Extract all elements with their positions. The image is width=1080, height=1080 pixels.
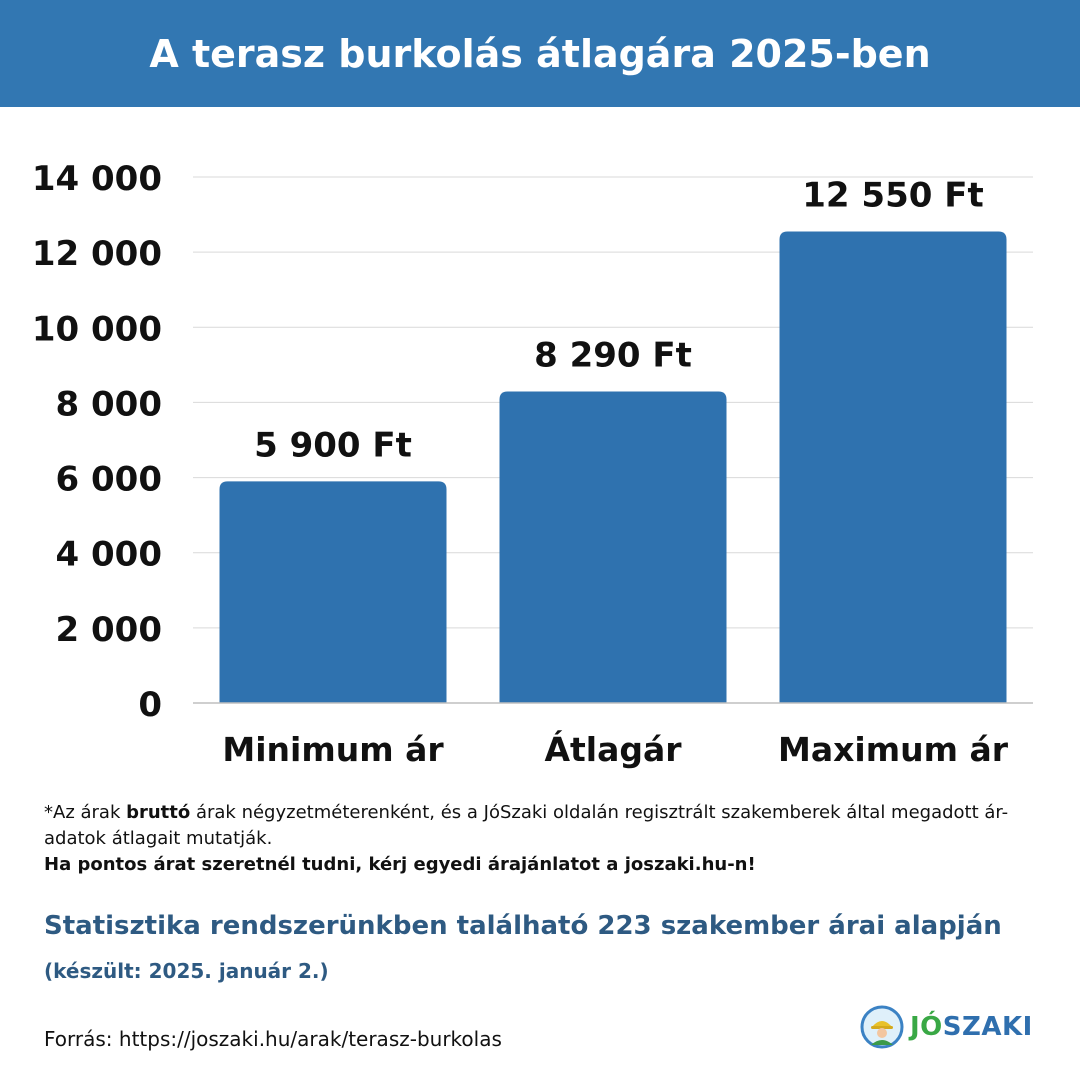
statistics-line: Statisztika rendszerünkben található 223… bbox=[44, 911, 1002, 941]
logo-part-szaki: SZAKI bbox=[942, 1012, 1033, 1042]
y-tick-label: 6 000 bbox=[56, 460, 162, 500]
x-category-label: Maximum ár bbox=[778, 730, 1009, 769]
price-note: *Az árak bruttó árak négyzetméterenként,… bbox=[44, 800, 1044, 878]
title-banner: A terasz burkolás átlagára 2025-ben bbox=[0, 0, 1080, 107]
bar bbox=[779, 231, 1007, 703]
bar-value-label: 12 550 Ft bbox=[802, 175, 983, 215]
note-call-to-action: Ha pontos árat szeretnél tudni, kérj egy… bbox=[44, 854, 756, 875]
y-tick-label: 0 bbox=[138, 685, 162, 725]
worker-avatar-icon bbox=[860, 1005, 904, 1049]
note-suffix: árak négyzetméterenként, és a JóSzaki ol… bbox=[44, 802, 1009, 849]
page-title: A terasz burkolás átlagára 2025-ben bbox=[149, 31, 931, 76]
statistics-date: (készült: 2025. január 2.) bbox=[44, 959, 329, 983]
bar bbox=[219, 481, 447, 703]
bars bbox=[219, 231, 1007, 703]
y-tick-label: 14 000 bbox=[32, 159, 162, 199]
bar-value-label: 8 290 Ft bbox=[534, 336, 692, 376]
y-tick-label: 12 000 bbox=[32, 234, 162, 274]
note-prefix: *Az árak bbox=[44, 802, 127, 823]
logo-part-jo: JÓ bbox=[910, 1012, 943, 1042]
x-category-label: Minimum ár bbox=[222, 730, 444, 769]
y-tick-label: 2 000 bbox=[56, 610, 162, 650]
bar-value-label: 5 900 Ft bbox=[254, 425, 412, 465]
x-category-label: Átlagár bbox=[544, 729, 682, 769]
note-bold-word: bruttó bbox=[126, 802, 191, 823]
axes: 0 2 000 4 000 6 000 8 000 10 000 12 000 14 000 bbox=[32, 159, 1033, 725]
y-tick-label: 4 000 bbox=[56, 535, 162, 575]
logo-wordmark: JÓSZAKI bbox=[910, 1012, 1033, 1042]
source-link[interactable]: Forrás: https://joszaki.hu/arak/terasz-b… bbox=[44, 1027, 502, 1051]
y-tick-label: 8 000 bbox=[56, 384, 162, 424]
labels: 5 900 Ft Minimum ár 8 290 Ft Átlagár 12 550 … bbox=[222, 175, 1008, 769]
y-tick-label: 10 000 bbox=[32, 309, 162, 349]
joszaki-logo[interactable]: JÓSZAKI bbox=[860, 1004, 1033, 1050]
bar bbox=[499, 391, 727, 703]
